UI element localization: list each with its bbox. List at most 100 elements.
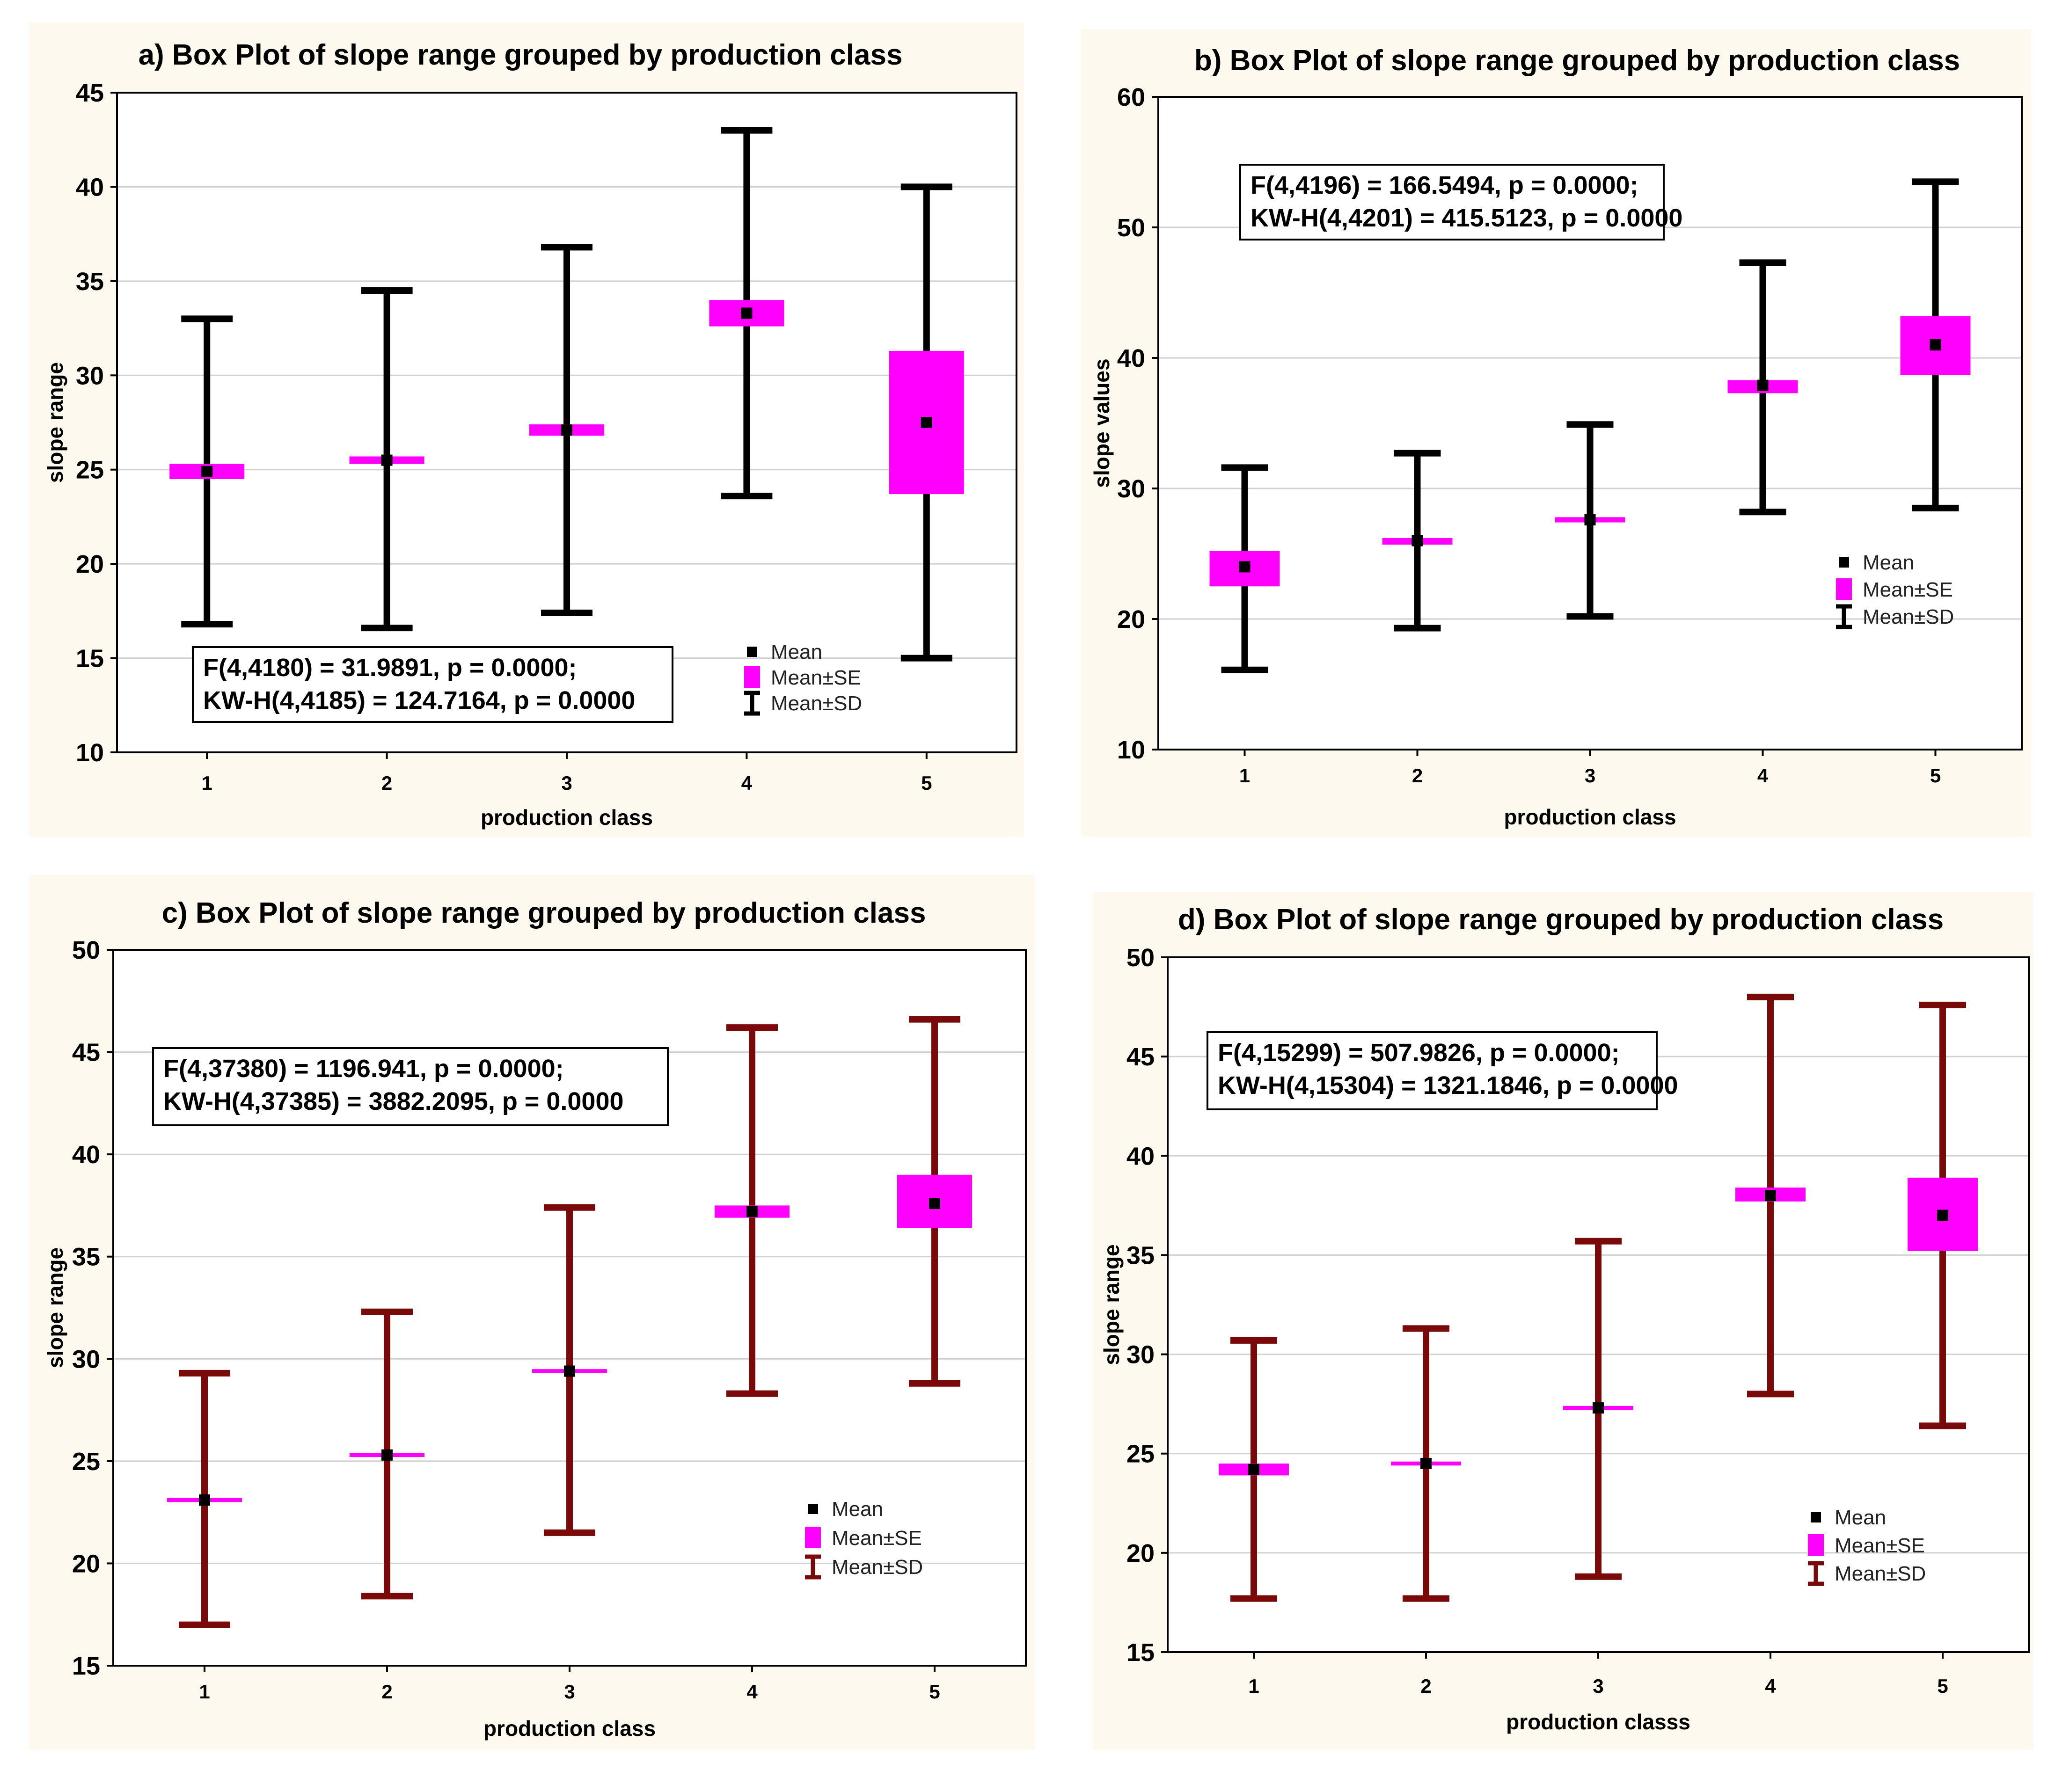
mean-marker xyxy=(199,1494,210,1506)
legend-se-swatch xyxy=(1808,1534,1824,1556)
mean-marker xyxy=(741,307,753,319)
x-tick-label: 2 xyxy=(381,772,392,794)
legend-label: Mean±SD xyxy=(1835,1562,1926,1585)
chart-title: d) Box Plot of slope range grouped by pr… xyxy=(1178,903,1944,936)
chart-panel-c: 15 20 25 30 35 40 45 50 1 2 3 4 5 c) Box Plot of slop… xyxy=(29,875,1035,1750)
y-tick-label: 10 xyxy=(1117,736,1145,764)
stats-line: KW-H(4,37385) = 3882.2095, p = 0.0000 xyxy=(163,1087,624,1115)
chart-title: b) Box Plot of slope range grouped by pr… xyxy=(1194,44,1960,77)
mean-marker xyxy=(1757,379,1769,391)
x-tick-label: 3 xyxy=(564,1681,575,1703)
legend-label: Mean±SE xyxy=(1863,578,1953,601)
legend-label: Mean±SD xyxy=(832,1556,923,1579)
legend-se-swatch xyxy=(1836,578,1852,600)
stats-line: KW-H(4,15304) = 1321.1846, p = 0.0000 xyxy=(1218,1071,1678,1100)
y-axis-label: slope values xyxy=(1090,358,1114,488)
y-tick-label: 40 xyxy=(1126,1142,1155,1170)
mean-marker xyxy=(1248,1464,1259,1475)
y-tick-label: 40 xyxy=(1117,344,1145,372)
stats-box xyxy=(1239,164,1665,240)
x-tick-label: 2 xyxy=(1420,1675,1431,1697)
legend-label: Mean xyxy=(832,1498,883,1521)
x-tick-label: 4 xyxy=(741,772,753,794)
legend-label: Mean xyxy=(771,641,822,663)
x-axis-label: production classs xyxy=(1506,1710,1690,1734)
mean-marker xyxy=(1239,561,1251,573)
legend-mean-swatch xyxy=(808,1504,818,1514)
x-tick-label: 1 xyxy=(202,772,212,794)
y-axis-label: slope range xyxy=(43,1247,67,1368)
chart-panel-d: 15 20 25 30 35 40 45 50 1 2 3 4 5 d) Box Plot of slop… xyxy=(1093,892,2033,1750)
legend-mean-swatch xyxy=(1811,1512,1821,1522)
y-tick-label: 15 xyxy=(76,645,104,673)
y-tick-label: 45 xyxy=(1126,1043,1155,1071)
y-tick-label: 40 xyxy=(72,1141,100,1169)
x-axis-label: production class xyxy=(1504,805,1676,829)
legend-label: Mean±SD xyxy=(771,692,862,715)
y-axis-label: slope range xyxy=(1099,1244,1124,1365)
legend-label: Mean xyxy=(1863,551,1914,574)
mean-marker xyxy=(564,1365,575,1377)
legend-label: Mean±SE xyxy=(832,1527,922,1550)
mean-marker xyxy=(381,454,393,466)
y-tick-label: 40 xyxy=(76,173,104,201)
x-tick-label: 5 xyxy=(929,1681,940,1703)
stats-box xyxy=(152,1047,669,1126)
mean-marker xyxy=(929,1198,940,1209)
x-tick-label: 4 xyxy=(1765,1675,1776,1697)
stats-line: F(4,15299) = 507.9826, p = 0.0000; xyxy=(1218,1039,1620,1067)
x-tick-label: 3 xyxy=(1593,1675,1603,1697)
mean-marker xyxy=(561,424,572,436)
mean-marker xyxy=(921,417,932,428)
mean-marker xyxy=(381,1449,393,1461)
y-tick-label: 30 xyxy=(1126,1341,1155,1369)
legend-label: Mean xyxy=(1835,1506,1886,1529)
mean-marker xyxy=(1420,1457,1432,1469)
y-tick-label: 30 xyxy=(1117,475,1145,503)
mean-marker xyxy=(1930,339,1941,351)
legend-label: Mean±SD xyxy=(1863,605,1954,628)
stats-line: F(4,37380) = 1196.941, p = 0.0000; xyxy=(163,1055,564,1083)
x-tick-label: 2 xyxy=(381,1681,392,1703)
y-tick-label: 45 xyxy=(76,79,104,107)
y-tick-label: 60 xyxy=(1117,83,1145,111)
stats-line: KW-H(4,4201) = 415.5123, p = 0.0000 xyxy=(1251,204,1682,232)
x-tick-label: 5 xyxy=(1930,765,1941,787)
stats-line: KW-H(4,4185) = 124.7164, p = 0.0000 xyxy=(203,686,635,714)
mean-marker xyxy=(1937,1209,1948,1221)
y-tick-label: 35 xyxy=(1126,1241,1155,1269)
y-tick-label: 50 xyxy=(1117,214,1145,242)
y-tick-label: 35 xyxy=(76,268,104,296)
mean-marker xyxy=(1411,535,1423,546)
y-tick-label: 25 xyxy=(72,1448,100,1476)
y-tick-label: 30 xyxy=(72,1345,100,1373)
legend-se-swatch xyxy=(805,1527,821,1548)
stats-line: F(4,4180) = 31.9891, p = 0.0000; xyxy=(203,654,577,682)
x-tick-label: 1 xyxy=(1248,1675,1259,1697)
stats-box xyxy=(192,646,673,723)
legend-mean-swatch xyxy=(1839,557,1849,568)
y-tick-label: 30 xyxy=(76,362,104,390)
mean-marker xyxy=(1765,1190,1776,1202)
chart-panel-b: 10 20 30 40 50 60 1 2 3 4 5 b) Box Plot of slope ra… xyxy=(1081,29,2031,837)
legend-label: Mean±SE xyxy=(771,666,861,689)
y-tick-label: 15 xyxy=(1126,1639,1155,1667)
x-tick-label: 1 xyxy=(199,1681,210,1703)
x-tick-label: 5 xyxy=(921,772,932,794)
x-axis-label: production class xyxy=(481,805,653,830)
y-tick-label: 20 xyxy=(76,550,104,578)
legend-se-swatch xyxy=(744,666,760,688)
stats-box xyxy=(1207,1031,1658,1110)
y-tick-label: 25 xyxy=(1126,1440,1155,1468)
x-tick-label: 4 xyxy=(1757,765,1769,787)
chart-b-svg: 10 20 30 40 50 60 1 2 3 4 5 b) Box Plot of slope ra… xyxy=(1090,44,2023,829)
y-tick-label: 25 xyxy=(76,456,104,484)
mean-marker xyxy=(746,1206,758,1217)
y-tick-label: 15 xyxy=(72,1652,100,1680)
x-tick-label: 1 xyxy=(1239,765,1250,787)
y-tick-label: 10 xyxy=(76,739,104,767)
x-tick-label: 3 xyxy=(1585,765,1595,787)
x-tick-label: 4 xyxy=(746,1681,758,1703)
